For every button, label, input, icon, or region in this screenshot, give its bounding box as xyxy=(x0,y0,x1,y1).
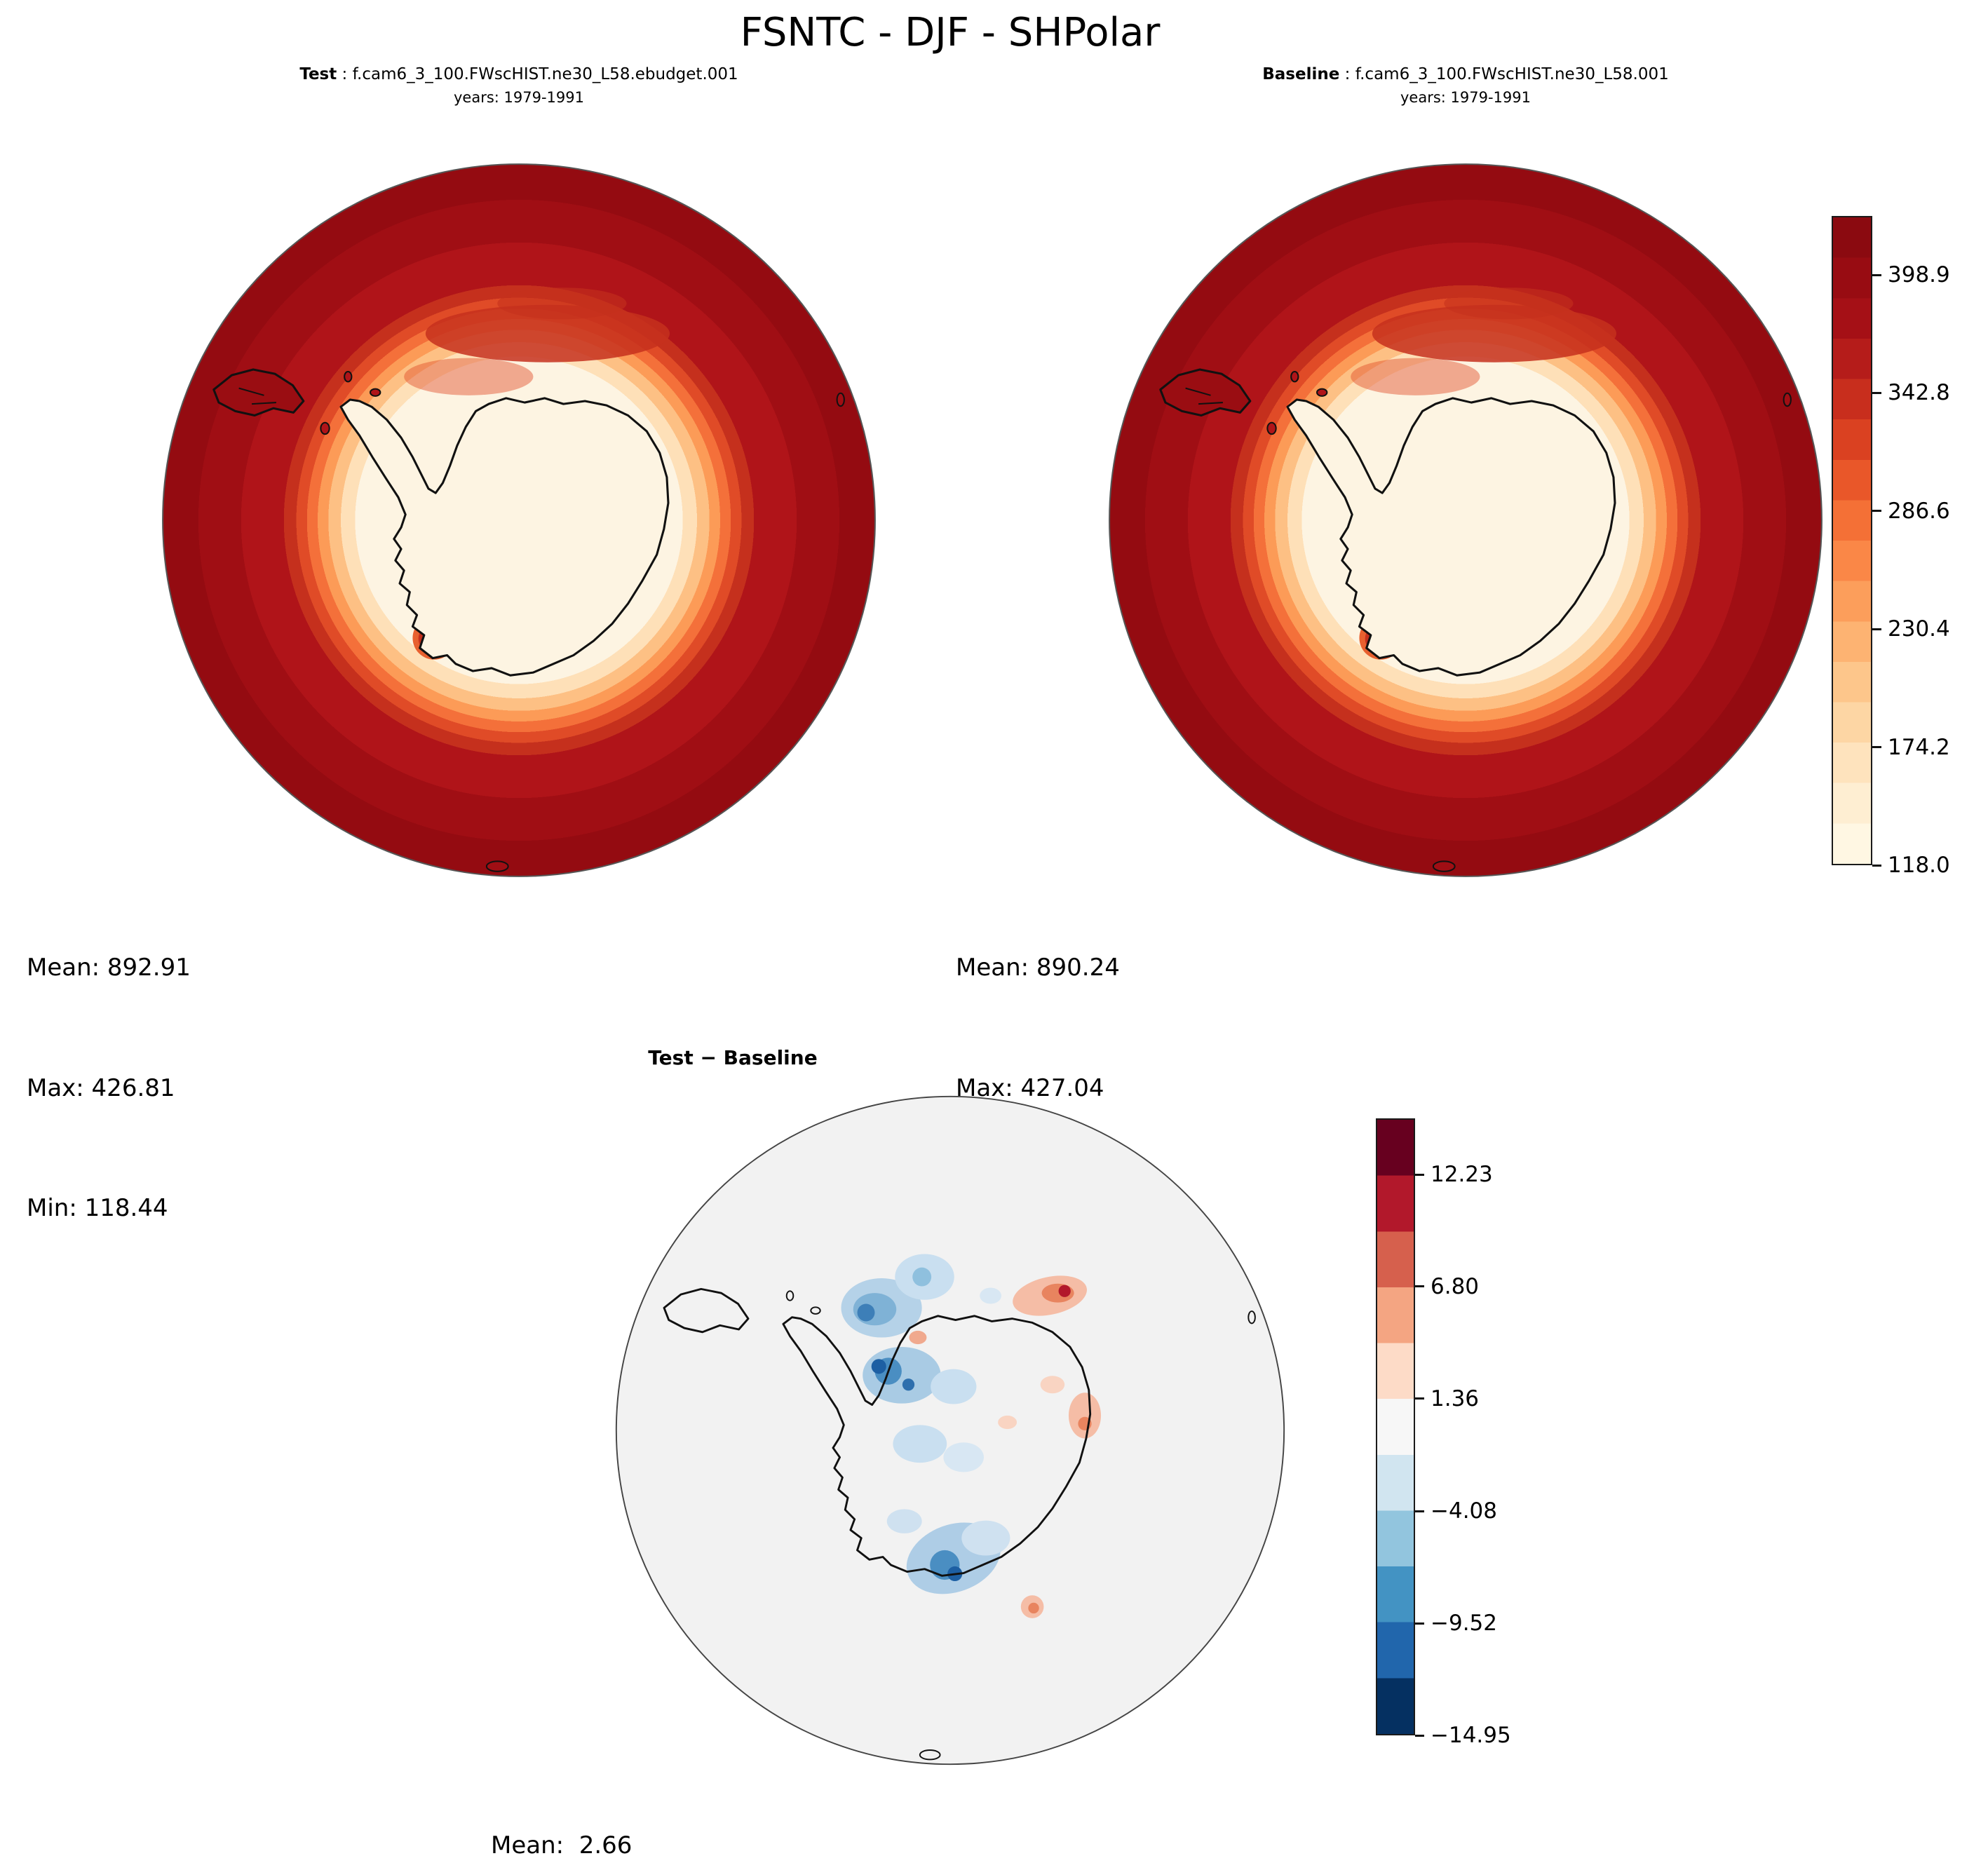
diff-stats: Mean: 2.66 Max: 14.95 Min: -1.92 xyxy=(491,1746,632,1870)
tick-label: 12.23 xyxy=(1431,1162,1493,1188)
diff-mean: Mean: 2.66 xyxy=(491,1831,633,1860)
tick-mark xyxy=(1415,1510,1424,1512)
tick-mark xyxy=(1872,273,1881,276)
test-mean: Mean: 892.91 xyxy=(27,954,191,982)
colorbar-tick: −14.95 xyxy=(1415,1723,1511,1748)
baseline-map xyxy=(1107,161,1825,879)
baseline-panel-header: Baseline : f.cam6_3_100.FWscHIST.ne30_L5… xyxy=(1115,65,1816,107)
colorbar-tick: 6.80 xyxy=(1415,1274,1479,1299)
baseline-case-name: : f.cam6_3_100.FWscHIST.ne30_L58.001 xyxy=(1339,65,1669,83)
test-map xyxy=(160,161,878,879)
tick-label: 342.8 xyxy=(1888,380,1950,406)
colorbar-tick: 398.9 xyxy=(1872,262,1950,287)
colorbar-diff: −14.95 −9.52 −4.08 1.36 6.80 12.23 xyxy=(1376,1118,1511,1748)
tick-mark xyxy=(1415,1622,1424,1625)
tick-label: 398.9 xyxy=(1888,262,1950,288)
baseline-label: Baseline xyxy=(1262,65,1340,83)
figure-title: FSNTC - DJF - SHPolar xyxy=(740,10,1161,55)
tick-mark xyxy=(1872,628,1881,630)
diff-map xyxy=(614,1094,1287,1767)
test-label: Test xyxy=(299,65,337,83)
test-min: Min: 118.44 xyxy=(27,1193,168,1222)
colorbar-diff-ticks: −14.95 −9.52 −4.08 1.36 6.80 12.23 xyxy=(1376,1118,1511,1748)
colorbar-tick: 118.0 xyxy=(1872,853,1950,878)
tick-label: 6.80 xyxy=(1431,1273,1480,1299)
tick-mark xyxy=(1415,1285,1424,1288)
tick-label: 230.4 xyxy=(1888,616,1950,642)
tick-label: −9.52 xyxy=(1431,1611,1497,1637)
tick-label: 286.6 xyxy=(1888,498,1950,524)
baseline-years: years: 1979-1991 xyxy=(1400,88,1531,106)
tick-mark xyxy=(1415,1173,1424,1176)
test-case-label: Test : f.cam6_3_100.FWscHIST.ne30_L58.eb… xyxy=(168,65,870,86)
diff-panel-title: Test − Baseline xyxy=(648,1046,818,1069)
colorbar-tick: 230.4 xyxy=(1872,616,1950,642)
colorbar-tick: 174.2 xyxy=(1872,735,1950,760)
tick-mark xyxy=(1872,864,1881,867)
test-years: years: 1979-1991 xyxy=(453,88,584,106)
tick-mark xyxy=(1872,510,1881,513)
colorbar-diff-bar xyxy=(1376,1118,1415,1735)
tick-mark xyxy=(1415,1734,1424,1737)
colorbar-tick: 12.23 xyxy=(1415,1162,1493,1187)
colorbar-main: 118.0 174.2 230.4 286.6 342.8 398.9 xyxy=(1832,216,1950,878)
test-panel-header: Test : f.cam6_3_100.FWscHIST.ne30_L58.eb… xyxy=(168,65,870,107)
tick-label: −14.95 xyxy=(1431,1723,1511,1748)
colorbar-main-ticks: 118.0 174.2 230.4 286.6 342.8 398.9 xyxy=(1832,216,1950,878)
colorbar-tick: −4.08 xyxy=(1415,1498,1497,1524)
tick-label: 118.0 xyxy=(1888,853,1950,878)
tick-label: −4.08 xyxy=(1431,1498,1497,1524)
test-max: Max: 426.81 xyxy=(27,1073,175,1102)
colorbar-tick: −9.52 xyxy=(1415,1611,1497,1636)
colorbar-tick: 342.8 xyxy=(1872,380,1950,405)
tick-mark xyxy=(1872,746,1881,749)
tick-label: 1.36 xyxy=(1431,1385,1480,1411)
baseline-mean: Mean: 890.24 xyxy=(956,954,1120,982)
colorbar-main-bar xyxy=(1832,216,1872,865)
tick-mark xyxy=(1415,1397,1424,1400)
colorbar-tick: 1.36 xyxy=(1415,1386,1479,1411)
test-case-name: : f.cam6_3_100.FWscHIST.ne30_L58.ebudget… xyxy=(337,65,738,83)
baseline-case-label: Baseline : f.cam6_3_100.FWscHIST.ne30_L5… xyxy=(1115,65,1816,86)
tick-mark xyxy=(1872,391,1881,394)
test-stats: Mean: 892.91 Max: 426.81 Min: 118.44 xyxy=(27,868,191,1308)
colorbar-tick: 286.6 xyxy=(1872,499,1950,524)
tick-label: 174.2 xyxy=(1888,734,1950,760)
